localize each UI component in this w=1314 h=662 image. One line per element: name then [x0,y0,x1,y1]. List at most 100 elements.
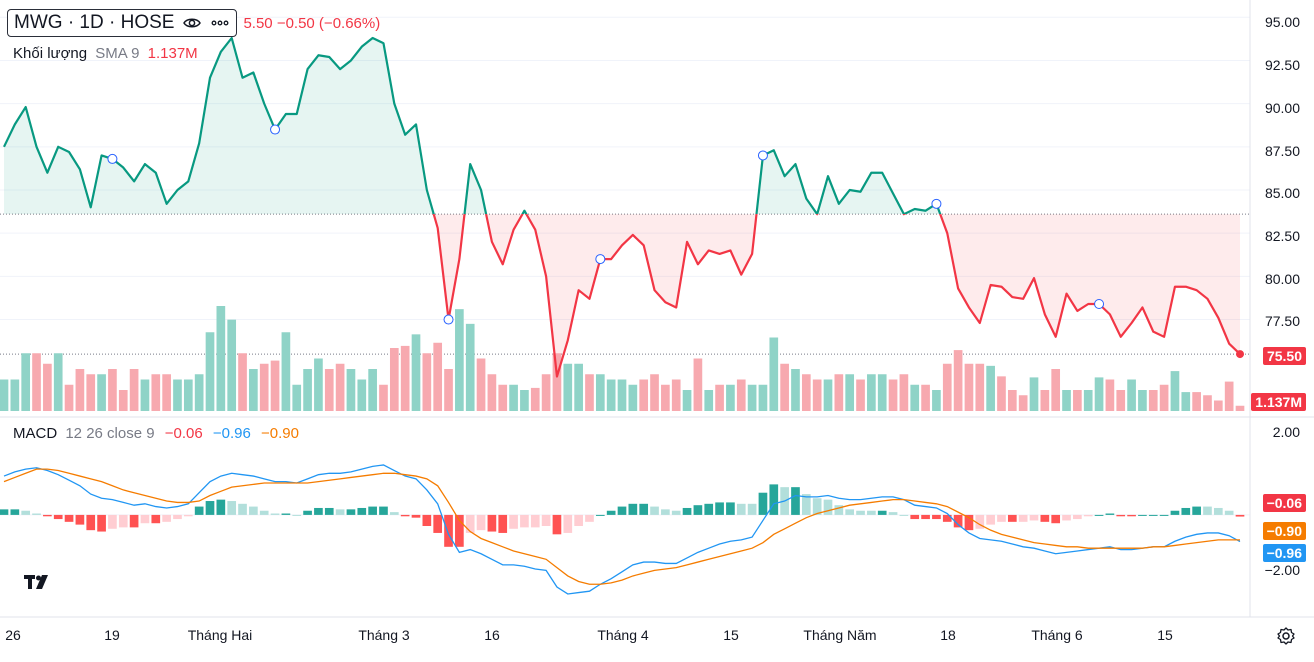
event-markers[interactable] [107,124,1105,325]
volume-bar [563,363,573,411]
macd-hist-bar [422,514,432,526]
macd-hist-bar [249,506,258,515]
time-tick: Tháng 4 [597,627,649,643]
macd-hist-bar [715,502,724,515]
macd-hist-bar [465,514,475,533]
price-fill-up [4,38,941,215]
volume-bar [465,323,475,411]
last-price-dot [1236,350,1244,359]
macd-hist-bar [975,514,985,529]
volume-bar [964,363,974,411]
volume-bar [520,390,529,411]
macd-hist-bar [129,514,139,528]
macd-hist-bar [21,510,31,515]
tradingview-logo-icon[interactable] [18,567,58,597]
symbol-box[interactable]: MWG · 1D · HOSE [7,9,238,37]
volume-bar [32,353,41,411]
macd-hist-bar [877,510,887,515]
macd-hist-bar [53,514,63,520]
volume-bar [151,374,161,411]
volume-bar [368,369,377,411]
macd-hist-bar [932,514,941,520]
macd-hist-bar [812,498,822,515]
macd-hist-bar [379,506,388,515]
macd-hist-bar [259,510,269,515]
macd-hist-bar [758,492,768,515]
macd-hist-bar [86,514,96,531]
volume-bar [1116,390,1126,411]
volume-bar [932,390,941,411]
volume-bar [1213,400,1223,411]
macd-hist-bar [552,514,562,535]
symbol-title[interactable]: MWG · 1D · HOSE [14,12,175,33]
volume-bar [259,363,269,411]
volume-bar [650,374,659,411]
volume-bar [867,374,876,411]
gear-icon[interactable] [1276,626,1296,646]
macd-hist-bar [856,510,865,515]
volume-bar [921,384,930,411]
eye-icon[interactable] [182,13,202,33]
macd-hist-bar [1040,514,1050,522]
volume-bar [0,379,9,411]
macd-hist-bar [183,514,193,517]
macd-line [3,464,1241,595]
event-marker [443,314,454,325]
volume-bar [541,374,551,411]
volume-bar [183,379,193,411]
price-area-fill [4,38,1240,377]
macd-hist-bar [791,487,800,515]
volume-bar [118,390,128,411]
event-marker [757,150,768,161]
volume-bar [1007,390,1017,411]
volume-bar [379,384,388,411]
macd-hist-bar [585,514,594,522]
volume-bar [747,384,757,411]
macd-hist-bar [628,503,638,515]
time-tick: Tháng Năm [803,627,877,643]
volume-bar [303,369,312,411]
grid-lines [0,0,1314,618]
macd-hist-bar [661,509,670,515]
event-marker [595,254,606,265]
volume-bar [205,332,215,411]
macd-hist-bar [1181,507,1191,515]
symbol-legend: MWG · 1D · HOSE 5.50 −0.50 (−0.66%) [7,9,380,37]
macd-hist-bar [194,506,204,515]
macd-hist-bar [151,514,161,524]
price-tick: 82.50 [1264,228,1300,244]
volume-bar [498,384,508,411]
macd-tick: −2.00 [1264,562,1300,578]
volume-bar [682,390,692,411]
macd-hist-bar [32,513,41,515]
macd-hist-bar [617,506,627,515]
volume-bar [1094,377,1104,411]
macd-hist-bar [1138,514,1147,516]
volume-bar [1083,390,1093,411]
volume-bar [834,374,844,411]
macd-hist-bar [238,503,247,515]
volume-bar [86,374,96,411]
volume-bar [791,369,800,411]
time-tick: 15 [1157,627,1173,643]
more-icon[interactable] [210,13,230,33]
macd-hist-bar [444,514,453,547]
macd-hist-bar [953,514,963,528]
volume-bar [1138,390,1147,411]
price-tick: 92.50 [1264,57,1300,73]
macd-hist-bar [140,514,150,524]
macd-hist-bar [530,514,540,528]
macd-hist-bar [834,505,844,515]
volume-bar [552,353,562,411]
volume-bar [823,379,833,411]
macd-hist-bar [997,514,1006,522]
macd-hist-bar [162,514,171,522]
macd-hist-bar [964,514,974,531]
macd-hist-bar [1051,514,1061,524]
macd-hist-bar [346,509,356,515]
macd-hist-bar [216,499,226,515]
time-tick: Tháng 6 [1031,627,1083,643]
volume-bar [1029,377,1039,411]
macd-hist-value: −0.06 [164,425,203,442]
